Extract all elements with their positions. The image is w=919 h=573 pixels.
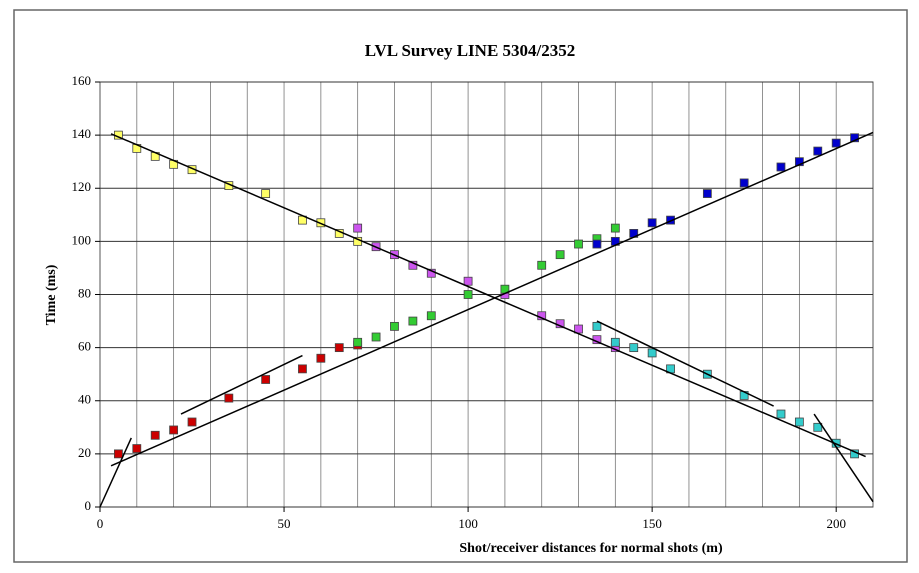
y-tick-label: 60 (78, 339, 91, 354)
point (390, 321, 399, 331)
y-tick-label: 100 (72, 232, 92, 247)
point (261, 375, 271, 384)
point (813, 146, 823, 156)
point (537, 260, 547, 270)
point (371, 332, 381, 342)
point (316, 353, 326, 363)
point (850, 133, 859, 143)
point (794, 417, 804, 427)
y-tick-label: 140 (72, 126, 92, 141)
point (647, 348, 657, 358)
point (592, 321, 602, 331)
point (610, 337, 620, 347)
x-tick-label: 100 (458, 516, 478, 531)
chart-title: LVL Survey LINE 5304/2352 (365, 41, 576, 60)
point (408, 316, 418, 326)
point (463, 276, 473, 286)
x-tick-label: 150 (642, 516, 662, 531)
x-tick-label: 200 (826, 516, 846, 531)
y-tick-label: 20 (78, 445, 91, 460)
point (187, 417, 197, 427)
y-tick-label: 40 (78, 392, 91, 407)
point (353, 223, 363, 233)
point (610, 223, 620, 233)
x-tick-label: 50 (278, 516, 291, 531)
point (298, 364, 307, 374)
point (776, 162, 786, 172)
point (739, 178, 749, 188)
point (169, 425, 179, 435)
fit-line (596, 320, 774, 407)
point (574, 239, 583, 249)
fit-line (813, 413, 874, 503)
point (463, 290, 473, 299)
fit-line (110, 131, 874, 467)
point (114, 449, 123, 459)
point (224, 393, 234, 403)
point (666, 215, 675, 225)
point (334, 343, 344, 353)
x-axis-title: Shot/receiver distances for normal shots… (459, 541, 723, 556)
point (132, 444, 142, 453)
point (353, 337, 363, 347)
point (426, 311, 436, 321)
y-tick-label: 0 (85, 498, 92, 513)
point (647, 218, 657, 228)
fit-line (110, 133, 866, 458)
point (555, 250, 565, 260)
point (592, 239, 602, 249)
point (629, 343, 639, 353)
fit-line (99, 437, 132, 508)
point (813, 422, 823, 432)
y-axis-title: Time (ms) (44, 264, 59, 325)
point (776, 409, 786, 419)
fit-line (180, 354, 303, 415)
point (261, 189, 271, 198)
y-tick-label: 80 (78, 285, 91, 300)
y-tick-label: 120 (72, 179, 92, 194)
x-tick-label: 0 (97, 516, 104, 531)
point (150, 430, 160, 440)
point (702, 189, 712, 198)
point (794, 157, 804, 167)
point (831, 138, 841, 148)
y-tick-label: 160 (72, 73, 92, 88)
